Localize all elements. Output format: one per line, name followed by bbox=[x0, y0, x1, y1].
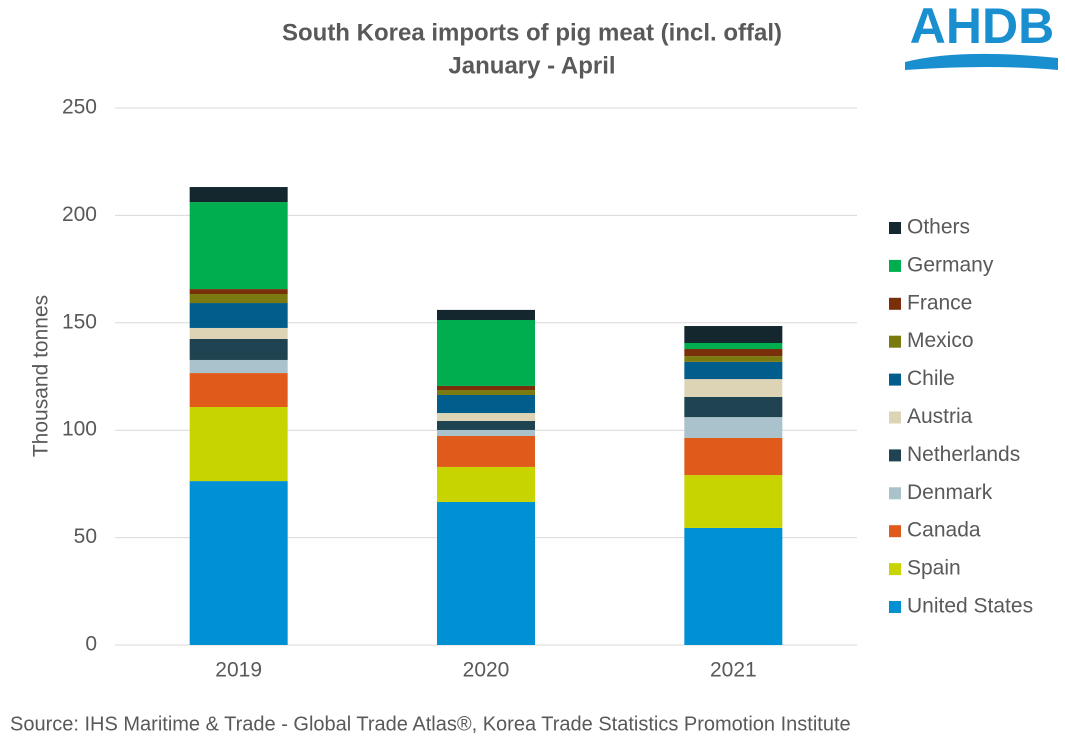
legend-swatch bbox=[889, 449, 901, 462]
x-tick-label: 2019 bbox=[215, 659, 262, 682]
legend-swatch bbox=[889, 487, 901, 500]
legend-swatch bbox=[889, 335, 901, 348]
bar-segment bbox=[189, 303, 288, 328]
bar-segment bbox=[437, 413, 535, 421]
bar-segment bbox=[684, 326, 783, 343]
bar-segment bbox=[684, 527, 783, 645]
legend-label: Netherlands bbox=[907, 443, 1020, 466]
legend-label: France bbox=[907, 291, 972, 314]
logo-wave bbox=[905, 53, 1058, 70]
legend-swatch bbox=[889, 259, 901, 272]
bar-segment bbox=[189, 338, 288, 360]
legend-label: Germany bbox=[907, 253, 994, 276]
bar-segment bbox=[437, 309, 535, 321]
legend-swatch bbox=[889, 373, 901, 386]
legend-swatch bbox=[889, 297, 901, 310]
bar-segment bbox=[189, 289, 288, 295]
bar-segment bbox=[189, 187, 288, 203]
bar-segment bbox=[437, 420, 535, 430]
bar-segment bbox=[437, 435, 535, 467]
bar-segment bbox=[684, 356, 783, 362]
legend-swatch bbox=[889, 411, 901, 424]
bar-segment bbox=[684, 349, 783, 357]
legend-label: Austria bbox=[907, 405, 973, 428]
bar-segment bbox=[189, 407, 288, 482]
bar-segment bbox=[437, 385, 535, 391]
bar-segment bbox=[189, 327, 288, 339]
y-tick-label: 200 bbox=[62, 203, 97, 226]
legend-label: Canada bbox=[907, 519, 981, 542]
legend-label: Denmark bbox=[907, 481, 993, 504]
y-tick-label: 0 bbox=[85, 633, 97, 656]
bar-segment bbox=[684, 417, 783, 438]
legend-label: United States bbox=[907, 595, 1033, 618]
bar-segment bbox=[189, 294, 288, 304]
bar-segment bbox=[437, 390, 535, 395]
y-axis-label: Thousand tonnes bbox=[30, 295, 53, 457]
bar-segment bbox=[189, 481, 288, 645]
y-tick-label: 250 bbox=[62, 96, 97, 119]
x-tick-label: 2021 bbox=[710, 659, 757, 682]
source: Source: IHS Maritime & Trade - Global Tr… bbox=[10, 713, 851, 735]
bar-segment bbox=[437, 466, 535, 502]
legend-swatch bbox=[889, 525, 901, 538]
bar-segment bbox=[437, 320, 535, 386]
y-tick-label: 50 bbox=[74, 525, 97, 548]
bar-segment bbox=[684, 475, 783, 528]
x-tick-label: 2020 bbox=[463, 659, 510, 682]
bar-segment bbox=[684, 379, 783, 397]
chart-title: South Korea imports of pig meat (incl. o… bbox=[282, 19, 782, 46]
bar-segment bbox=[437, 429, 535, 436]
legend-label: Others bbox=[907, 216, 970, 239]
legend-label: Chile bbox=[907, 367, 955, 390]
bar-segment bbox=[189, 202, 288, 290]
bar-segment bbox=[189, 373, 288, 408]
bar-segment bbox=[684, 396, 783, 418]
bar-segment bbox=[437, 501, 535, 645]
legend-swatch bbox=[889, 563, 901, 576]
legend-swatch bbox=[889, 222, 901, 234]
legend-label: Spain bbox=[907, 557, 961, 580]
legend-label: Mexico bbox=[907, 329, 974, 352]
y-tick-label: 150 bbox=[62, 310, 97, 333]
bar-segment bbox=[684, 361, 783, 380]
bar-segment bbox=[437, 394, 535, 414]
logo: AHDB bbox=[910, 0, 1054, 54]
bar-segment bbox=[684, 342, 783, 350]
chart-subtitle: January - April bbox=[448, 52, 615, 79]
bar-segment bbox=[189, 359, 288, 374]
legend-swatch bbox=[889, 601, 901, 613]
y-tick-label: 100 bbox=[62, 418, 97, 441]
bar-segment bbox=[684, 437, 783, 476]
